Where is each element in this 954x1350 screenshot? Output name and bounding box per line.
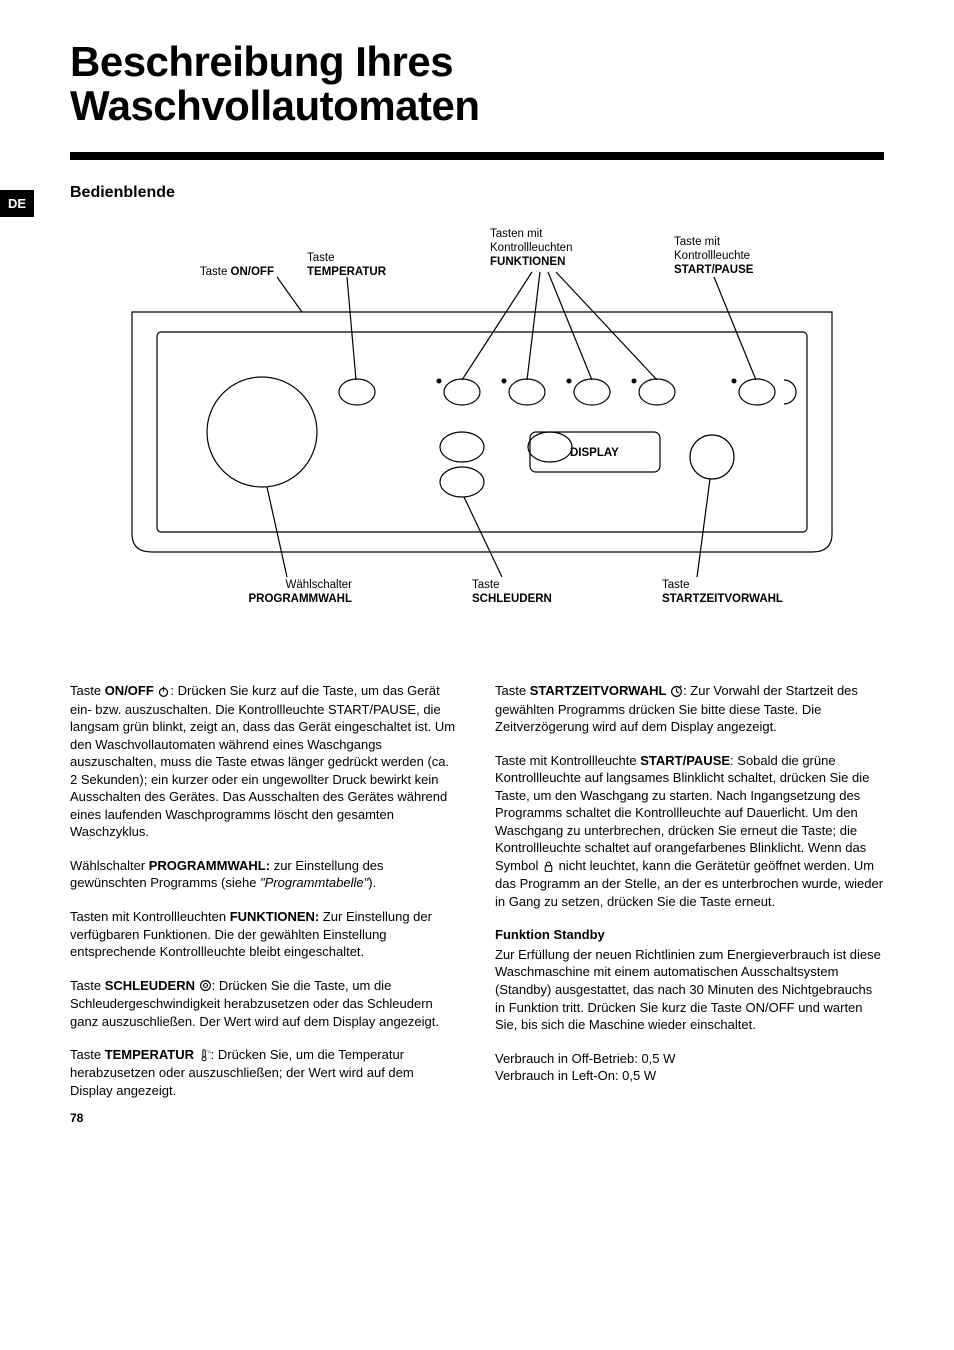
page-number: 78 [70,1111,83,1125]
body-columns: Taste ON/OFF : Drücken Sie kurz auf die … [70,682,884,1115]
page-title: Beschreibung Ihres Waschvollautomaten [70,40,884,128]
spin-icon [199,977,212,995]
body-paragraph: Taste SCHLEUDERN : Drücken Sie die Taste… [70,977,459,1030]
power-icon [157,683,170,701]
body-paragraph: Tasten mit Kontrollleuchten FUNKTIONEN: … [70,908,459,961]
body-paragraph: Verbrauch in Off-Betrieb: 0,5 WVerbrauch… [495,1050,884,1085]
temp-icon: °C [198,1047,211,1065]
body-paragraph: Wählschalter PROGRAMMWAHL: zur Einstellu… [70,857,459,892]
delay-icon [670,683,683,701]
title-rule [70,152,884,160]
body-paragraph: Taste mit Kontrollleuchte START/PAUSE: S… [495,752,884,911]
lock-icon [542,858,555,876]
control-panel-diagram: Taste ON/OFF Taste TEMPERATUR Tasten mit… [92,222,862,622]
subheading: Funktion Standby [495,926,884,944]
svg-text:°C: °C [206,1049,210,1054]
body-paragraph: Taste TEMPERATUR °C: Drücken Sie, um die… [70,1046,459,1099]
body-paragraph: Taste ON/OFF : Drücken Sie kurz auf die … [70,682,459,841]
body-paragraph: Zur Erfüllung der neuen Richtlinien zum … [495,946,884,1034]
section-heading: Bedienblende [70,184,884,202]
body-paragraph: Taste STARTZEITVORWAHL : Zur Vorwahl der… [495,682,884,735]
